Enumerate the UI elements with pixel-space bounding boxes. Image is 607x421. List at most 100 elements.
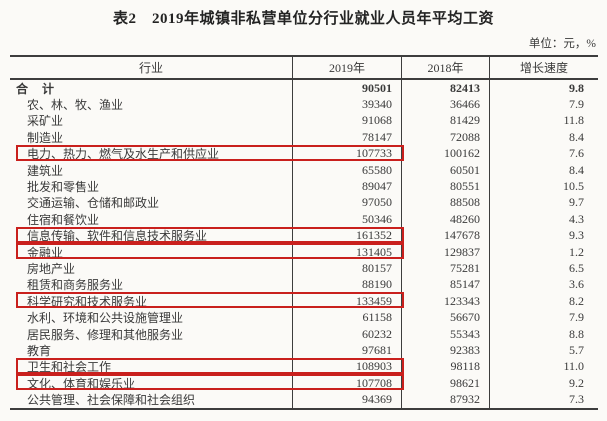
table-row: 科学研究和技术服务业 133459 123343 8.2 (10, 292, 598, 310)
value-2018-cell: 123343 (402, 293, 490, 310)
value-2018-cell: 98118 (402, 358, 490, 376)
table-title: 表2 2019年城镇非私营单位分行业就业人员年平均工资 (112, 11, 494, 27)
growth-cell: 3.6 (569, 277, 584, 292)
table-row: 公共管理、社会保障和社会组织 94369 87932 7.3 (10, 391, 598, 408)
column-header-2019: 2019年 (293, 57, 402, 78)
value-2018-cell: 72088 (402, 129, 490, 146)
value-2019-cell: 131405 (293, 243, 402, 261)
growth-cell: 9.3 (569, 228, 584, 243)
value-2018-cell: 129837 (402, 243, 490, 261)
column-header-industry: 行业 (10, 57, 293, 78)
value-2018-cell: 80551 (402, 178, 490, 195)
growth-cell: 7.3 (569, 392, 584, 407)
table-row: 农、林、牧、渔业 39340 36466 7.9 (10, 96, 598, 113)
table-row: 房地产业 80157 75281 6.5 (10, 260, 598, 277)
industry-cell: 批发和零售业 (10, 178, 293, 195)
value-2019-cell: 61158 (293, 309, 402, 326)
value-2018-cell: 88508 (402, 194, 490, 212)
industry-cell: 制造业 (10, 129, 293, 146)
industry-cell: 租赁和商务服务业 (10, 276, 293, 294)
industry-cell: 居民服务、修理和其他服务业 (10, 325, 293, 343)
growth-cell: 7.9 (569, 310, 584, 325)
value-2018-cell: 60501 (402, 161, 490, 179)
growth-cell: 8.8 (569, 326, 584, 341)
industry-cell: 教育 (10, 342, 293, 359)
table-row: 电力、热力、燃气及水生产和供应业 107733 100162 7.6 (10, 144, 598, 162)
table-body: 合 计 90501 82413 9.8 农、林、牧、渔业 39340 36466… (10, 80, 598, 408)
industry-cell: 卫生和社会工作 (10, 358, 293, 376)
growth-cell: 9.7 (569, 195, 584, 210)
growth-cell: 4.3 (569, 211, 584, 226)
industry-cell: 合 计 (10, 80, 293, 97)
value-2018-cell: 55343 (402, 325, 490, 343)
table-row: 交通运输、仓储和邮政业 97050 88508 9.7 (10, 194, 598, 212)
value-2019-cell: 108903 (293, 358, 402, 376)
growth-cell: 9.8 (569, 80, 584, 95)
value-2018-cell: 48260 (402, 211, 490, 228)
table-row: 信息传输、软件和信息技术服务业 161352 147678 9.3 (10, 226, 598, 244)
value-2019-cell: 78147 (293, 129, 402, 146)
value-2019-cell: 91068 (293, 112, 402, 130)
table-row: 水利、环境和公共设施管理业 61158 56670 7.9 (10, 309, 598, 326)
industry-cell: 科学研究和技术服务业 (10, 293, 293, 310)
value-2018-cell: 85147 (402, 276, 490, 294)
value-2019-cell: 97681 (293, 342, 402, 359)
growth-cell: 11.8 (563, 113, 584, 128)
table-row: 建筑业 65580 60501 8.4 (10, 161, 598, 179)
value-2019-cell: 39340 (293, 96, 402, 113)
value-2019-cell: 107708 (293, 375, 402, 392)
table-header-row: 行业 2019年 2018年 增长速度 (10, 57, 598, 80)
industry-cell: 金融业 (10, 243, 293, 261)
growth-cell: 7.9 (569, 97, 584, 112)
growth-cell: 10.5 (563, 179, 584, 194)
value-2019-cell: 89047 (293, 178, 402, 195)
growth-cell: 6.5 (569, 260, 584, 275)
industry-cell: 水利、环境和公共设施管理业 (10, 309, 293, 326)
column-header-2018: 2018年 (402, 57, 490, 78)
value-2018-cell: 81429 (402, 112, 490, 130)
industry-cell: 建筑业 (10, 161, 293, 179)
value-2019-cell: 65580 (293, 161, 402, 179)
table-row: 金融业 131405 129837 1.2 (10, 242, 598, 261)
value-2019-cell: 133459 (293, 293, 402, 310)
industry-cell: 电力、热力、燃气及水生产和供应业 (10, 145, 293, 162)
value-2019-cell: 107733 (293, 145, 402, 162)
wage-table: 行业 2019年 2018年 增长速度 合 计 90501 82413 9.8 … (10, 55, 598, 410)
industry-cell: 公共管理、社会保障和社会组织 (10, 391, 293, 408)
value-2019-cell: 90501 (293, 80, 402, 97)
value-2018-cell: 82413 (402, 80, 490, 97)
value-2019-cell: 161352 (293, 227, 402, 244)
column-header-growth: 增长速度 (519, 61, 568, 75)
value-2018-cell: 100162 (402, 145, 490, 162)
value-2018-cell: 56670 (402, 309, 490, 326)
growth-cell: 8.2 (569, 293, 584, 308)
industry-cell: 交通运输、仓储和邮政业 (10, 194, 293, 212)
table-row: 居民服务、修理和其他服务业 60232 55343 8.8 (10, 325, 598, 343)
value-2018-cell: 75281 (402, 260, 490, 277)
table-row: 制造业 78147 72088 8.4 (10, 129, 598, 146)
value-2018-cell: 92383 (402, 342, 490, 359)
value-2019-cell: 88190 (293, 276, 402, 294)
table-row: 合 计 90501 82413 9.8 (10, 80, 598, 97)
table-row: 卫生和社会工作 108903 98118 11.0 (10, 357, 598, 376)
growth-cell: 7.6 (569, 146, 584, 161)
growth-cell: 1.2 (569, 244, 584, 259)
value-2018-cell: 98621 (402, 375, 490, 392)
value-2019-cell: 97050 (293, 194, 402, 212)
growth-cell: 5.7 (569, 342, 584, 357)
growth-cell: 9.2 (569, 375, 584, 390)
table-row: 批发和零售业 89047 80551 10.5 (10, 178, 598, 195)
growth-cell: 8.4 (569, 162, 584, 177)
table-row: 采矿业 91068 81429 11.8 (10, 112, 598, 130)
value-2019-cell: 60232 (293, 325, 402, 343)
value-2019-cell: 94369 (293, 391, 402, 408)
industry-cell: 采矿业 (10, 112, 293, 130)
value-2019-cell: 50346 (293, 211, 402, 228)
table-row: 租赁和商务服务业 88190 85147 3.6 (10, 276, 598, 294)
table-row: 文化、体育和娱乐业 107708 98621 9.2 (10, 374, 598, 392)
industry-cell: 房地产业 (10, 260, 293, 277)
industry-cell: 文化、体育和娱乐业 (10, 375, 293, 392)
value-2019-cell: 80157 (293, 260, 402, 277)
growth-cell: 8.4 (569, 129, 584, 144)
